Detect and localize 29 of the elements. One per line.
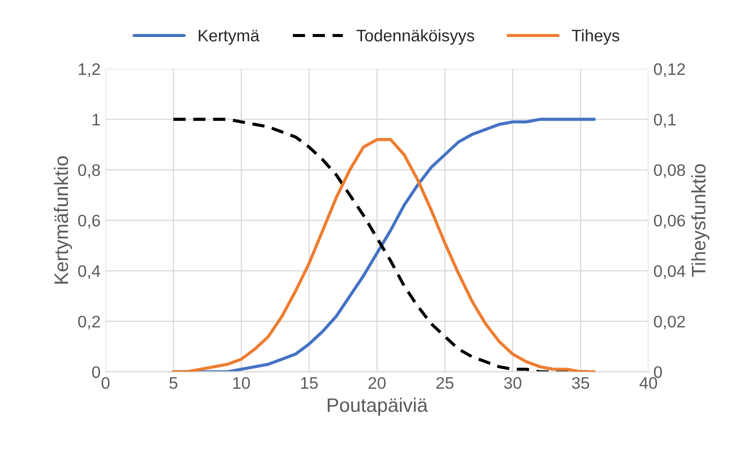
y2-tick-label: 0,06 bbox=[654, 214, 686, 228]
x-tick-label: 15 bbox=[301, 377, 318, 389]
x-tick-label: 35 bbox=[572, 377, 590, 389]
y-tick-label: 1,2 bbox=[78, 63, 100, 78]
y-tick-label: 0,6 bbox=[78, 214, 100, 228]
y-tick-label: 0 bbox=[92, 366, 100, 378]
y-tick-label: 0,8 bbox=[78, 164, 100, 178]
y2-tick-label: 0,04 bbox=[654, 265, 686, 279]
x-tick-label: 25 bbox=[436, 377, 454, 389]
x-tick-label: 5 bbox=[169, 377, 178, 389]
y2-axis-title: Tiheysfunktio bbox=[691, 164, 710, 277]
y2-tick-label: 0,12 bbox=[654, 63, 685, 78]
y-tick-label: 1 bbox=[92, 114, 100, 126]
x-axis-title: Poutapäiviä bbox=[328, 398, 428, 416]
y2-tick-label: 0,08 bbox=[654, 164, 686, 178]
legend-label: Kertymä bbox=[198, 30, 260, 45]
y-tick-label: 0,4 bbox=[78, 265, 100, 279]
legend-label: Tiheys bbox=[572, 29, 620, 45]
x-tick-label: 0 bbox=[102, 377, 110, 389]
y-axis-title: Kertymäfunktio bbox=[54, 156, 72, 284]
legend-label: Todennäköisyys bbox=[356, 29, 474, 45]
y2-tick-label: 0,1 bbox=[654, 114, 676, 128]
y-tick-label: 0,2 bbox=[78, 316, 100, 330]
y2-tick-label: 0,02 bbox=[654, 316, 685, 330]
x-tick-label: 40 bbox=[640, 377, 658, 389]
y2-tick-label: 0 bbox=[654, 366, 662, 378]
x-tick-label: 10 bbox=[233, 377, 250, 389]
x-tick-label: 30 bbox=[504, 377, 522, 389]
x-tick-label: 20 bbox=[368, 377, 386, 389]
